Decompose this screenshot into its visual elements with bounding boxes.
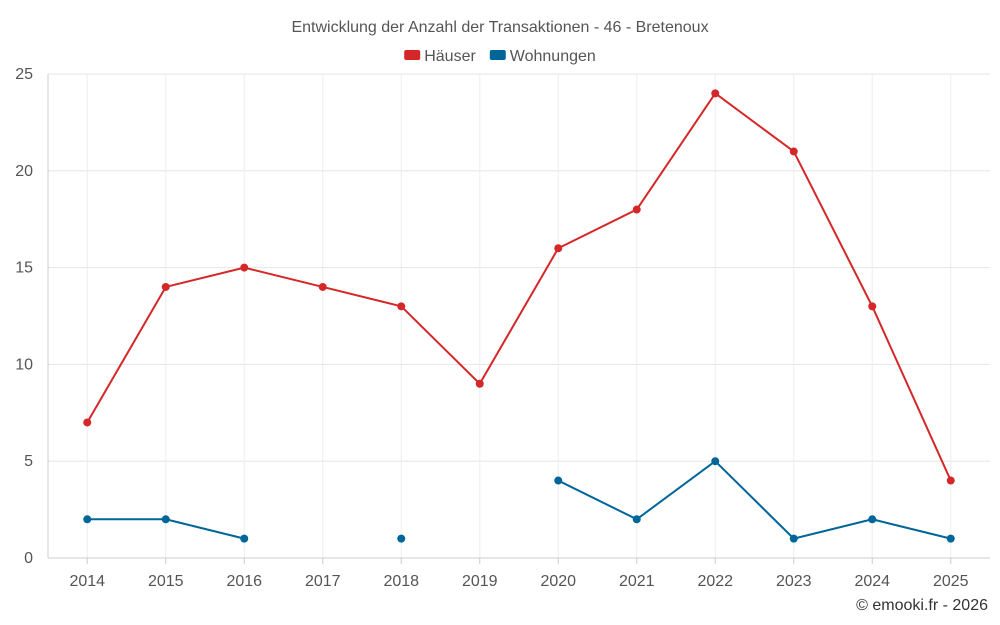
data-point[interactable] (946, 476, 955, 485)
series-line (557, 460, 951, 540)
series-line (86, 92, 952, 481)
data-point[interactable] (632, 205, 641, 214)
y-tick-label: 20 (15, 163, 33, 180)
data-point[interactable] (240, 534, 249, 543)
data-point[interactable] (83, 515, 92, 524)
data-point[interactable] (711, 89, 720, 98)
series-0 (83, 89, 955, 485)
x-tick-label: 2015 (148, 573, 184, 590)
legend-label: Häuser (424, 48, 476, 65)
data-point[interactable] (868, 302, 877, 311)
data-point[interactable] (632, 515, 641, 524)
legend[interactable]: Häuser Wohnungen (404, 48, 596, 65)
data-point[interactable] (789, 534, 798, 543)
x-tick-label: 2014 (69, 573, 105, 590)
x-tick-label: 2025 (933, 573, 969, 590)
data-point[interactable] (711, 457, 720, 466)
legend-item[interactable]: Häuser (404, 48, 476, 65)
chart-title: Entwicklung der Anzahl der Transaktionen… (291, 19, 708, 36)
data-point[interactable] (318, 282, 327, 291)
data-point[interactable] (397, 302, 406, 311)
gridlines (48, 73, 990, 558)
credit-text: © emooki.fr - 2026 (856, 597, 988, 614)
x-tick-label: 2019 (462, 573, 498, 590)
y-tick-label: 10 (15, 356, 33, 373)
x-tick-label: 2022 (697, 573, 733, 590)
data-point[interactable] (868, 515, 877, 524)
data-point[interactable] (161, 282, 170, 291)
x-tick-label: 2024 (854, 573, 890, 590)
data-point[interactable] (554, 244, 563, 253)
series-1 (83, 457, 955, 543)
data-point[interactable] (397, 534, 406, 543)
data-point[interactable] (554, 476, 563, 485)
legend-label: Wohnungen (510, 48, 596, 65)
legend-swatch (404, 50, 421, 60)
y-tick-label: 5 (24, 453, 33, 470)
y-tick-label: 0 (24, 550, 33, 567)
x-tick-label: 2023 (776, 573, 812, 590)
x-tick-label: 2017 (305, 573, 341, 590)
data-point[interactable] (161, 515, 170, 524)
data-point[interactable] (475, 379, 484, 388)
data-point[interactable] (240, 263, 249, 272)
x-tick-label: 2018 (383, 573, 419, 590)
legend-swatch (489, 50, 506, 60)
legend-item[interactable]: Wohnungen (489, 48, 596, 65)
series-lines (83, 89, 955, 543)
data-point[interactable] (789, 147, 798, 156)
x-tick-label: 2021 (619, 573, 655, 590)
y-tick-label: 25 (15, 66, 33, 83)
data-point[interactable] (946, 534, 955, 543)
y-tick-label: 15 (15, 260, 33, 277)
x-tick-label: 2016 (226, 573, 262, 590)
x-tick-label: 2020 (540, 573, 576, 590)
data-point[interactable] (83, 418, 92, 427)
